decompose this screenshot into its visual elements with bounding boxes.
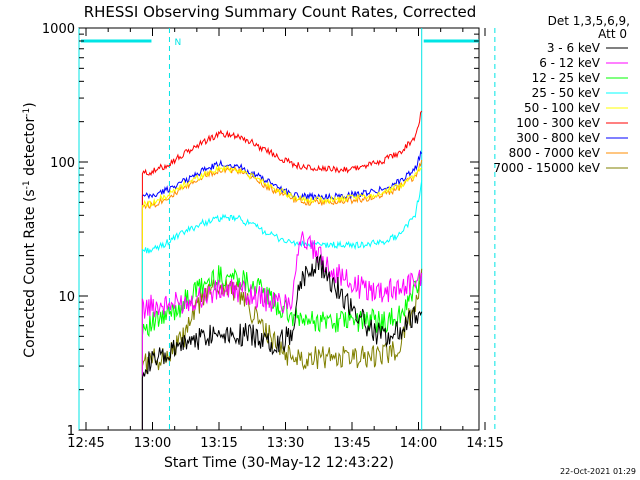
x-tick-label: 12:45 [67, 436, 104, 451]
x-axis-label: Start Time (30-May-12 12:43:22) [164, 455, 394, 471]
footer-date: 22-Oct-2021 01:29 [560, 467, 636, 476]
plot-area: N [78, 28, 496, 430]
series-line [141, 110, 423, 430]
series-line [141, 268, 423, 430]
x-tick-label: 13:30 [267, 436, 304, 451]
legend-label: 12 - 25 keV [532, 71, 601, 85]
x-tick-label: 14:00 [400, 436, 437, 451]
legend-label: 300 - 800 keV [516, 131, 600, 145]
legend-label: 7000 - 15000 keV [493, 161, 600, 175]
plot-frame [78, 27, 480, 431]
series-line [141, 164, 423, 430]
x-tick-label: 13:00 [134, 436, 171, 451]
series-line [141, 265, 422, 430]
legend-label: 50 - 100 keV [524, 101, 601, 115]
legend-label: 25 - 50 keV [532, 86, 601, 100]
series-line [141, 253, 423, 430]
x-tick-label: 14:15 [466, 436, 503, 451]
series-line [141, 231, 423, 430]
chart-title: RHESSI Observing Summary Count Rates, Co… [84, 3, 477, 21]
series-line [141, 180, 423, 430]
legend-header-detectors: Det 1,3,5,6,9, [548, 14, 630, 28]
y-tick-label: 1 [67, 424, 75, 439]
legend-label: 800 - 7000 keV [509, 146, 601, 160]
y-axis-label: Corrected Count Rate (s-1 detector-1) [22, 102, 38, 357]
x-tick-label: 13:45 [333, 436, 370, 451]
y-tick-label: 1000 [42, 22, 75, 37]
y-tick-label: 100 [50, 156, 75, 171]
x-tick-label: 13:15 [200, 436, 237, 451]
axes: 12:45 13:00 13:15 13:30 13:45 14:00 14:15 1 10 10… [42, 22, 504, 451]
y-tick-label: 10 [58, 290, 75, 305]
legend-header-attenuator: Att 0 [598, 27, 627, 41]
legend-label: 3 - 6 keV [547, 41, 601, 55]
legend-label: 6 - 12 keV [539, 56, 601, 70]
night-marker-label: N [174, 38, 181, 48]
legend-label: 100 - 300 keV [516, 116, 600, 130]
